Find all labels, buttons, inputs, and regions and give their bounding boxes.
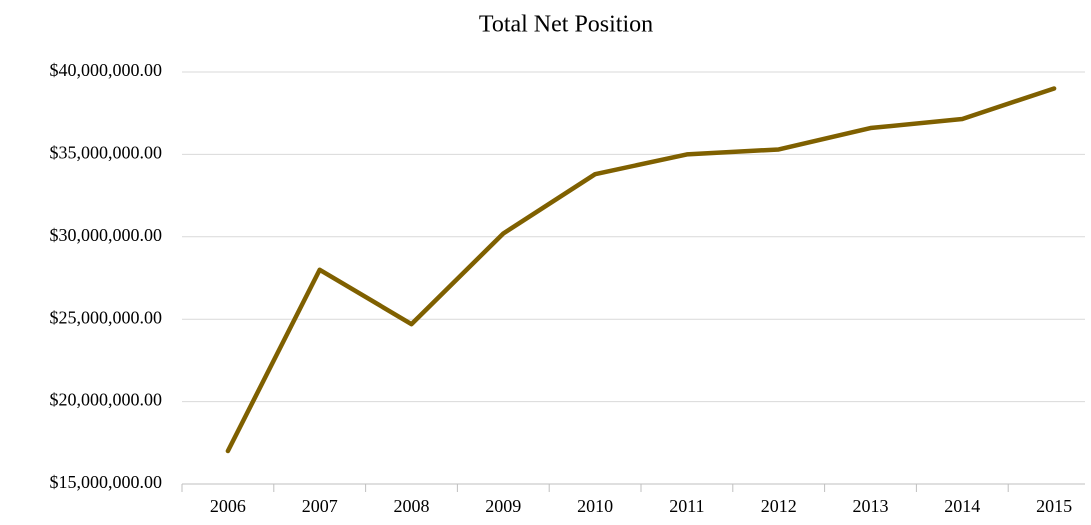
x-tick-label: 2012 <box>761 496 797 516</box>
y-tick-label: $25,000,000.00 <box>50 307 163 327</box>
x-tick-label: 2013 <box>853 496 889 516</box>
y-tick-label: $30,000,000.00 <box>50 225 163 245</box>
x-tick-label: 2015 <box>1036 496 1072 516</box>
x-tick-label: 2008 <box>394 496 430 516</box>
x-tick-label: 2011 <box>669 496 704 516</box>
line-series <box>225 86 1057 454</box>
x-tick-label: 2010 <box>577 496 613 516</box>
x-tick-label: 2014 <box>944 496 980 516</box>
chart-title: Total Net Position <box>479 12 653 38</box>
y-tick-label: $15,000,000.00 <box>50 472 163 492</box>
x-tick-label: 2007 <box>302 496 338 516</box>
x-tick-label: 2009 <box>485 496 521 516</box>
y-tick-label: $40,000,000.00 <box>50 60 163 80</box>
y-tick-label: $35,000,000.00 <box>50 143 163 163</box>
y-tick-label: $20,000,000.00 <box>50 390 163 410</box>
x-tick-label: 2006 <box>210 496 246 516</box>
